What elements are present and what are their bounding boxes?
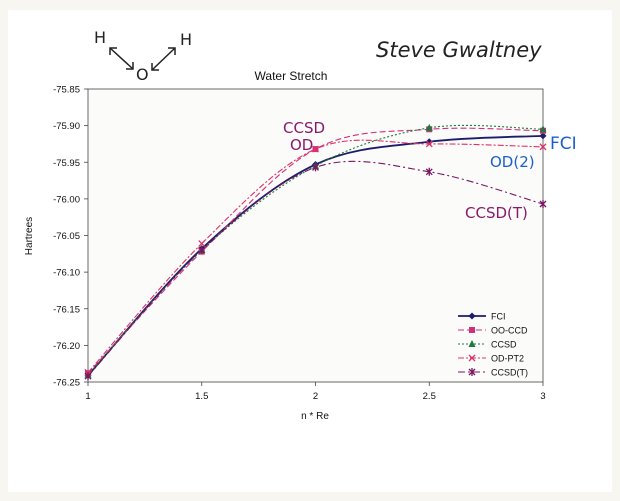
data-point-od-pt2 [312, 145, 319, 153]
right-bond-arrow [151, 47, 176, 71]
data-point-ccsd [425, 123, 433, 131]
legend-marker-ccsd [468, 340, 476, 347]
water-molecule-sketch [109, 47, 176, 71]
legend-label-fci: FCI [491, 312, 506, 322]
legend-label-oo-ccd: OO-CCD [491, 326, 528, 336]
right-arrowhead-bottom [151, 63, 159, 71]
annotation-fci: FCI [550, 134, 577, 154]
data-point-ccsd-t [198, 246, 206, 255]
data-point-ccsd-t [425, 167, 433, 176]
data-point-od-pt2 [198, 240, 206, 248]
series-ccsd-t [84, 160, 547, 381]
series-line-fci [87, 134, 544, 377]
y-tick-label: -76.00 [53, 194, 80, 205]
left-arrowhead-top [109, 47, 117, 55]
data-point-ccsd [539, 125, 547, 133]
legend: FCI OO-CCD CCSD OD-PT2 CCSD(T) [458, 312, 528, 378]
legend-item-od-pt2: OD-PT2 [458, 354, 524, 364]
molecule-h-right: H [180, 30, 192, 49]
x-axis-label: n * Re [301, 411, 329, 422]
y-tick-label: -76.05 [53, 231, 80, 242]
data-point-od-pt2 [425, 140, 433, 148]
legend-label-ccsd-t: CCSD(T) [491, 368, 528, 378]
legend-item-ccsd: CCSD [458, 340, 517, 350]
y-tick-label: -75.85 [53, 85, 80, 96]
legend-item-fci: FCI [458, 312, 506, 322]
y-tick-label: -76.15 [53, 304, 80, 315]
left-bond-arrow [109, 47, 134, 70]
y-tick-label: -75.90 [53, 121, 80, 132]
y-tick-label: -76.10 [53, 268, 80, 279]
molecule-h-left: H [94, 28, 106, 47]
series-line-ccsd [87, 124, 544, 376]
y-tick-label: -75.95 [53, 158, 80, 169]
legend-item-oo-ccd: OO-CCD [458, 326, 528, 336]
y-axis-label: Hartrees [24, 217, 35, 255]
series-line-od-pt2 [87, 139, 544, 373]
series-line-ccsd-t [87, 160, 544, 377]
annotation-od2: OD(2) [490, 153, 535, 171]
x-tick-label: 3 [540, 391, 545, 402]
series-layer [84, 123, 547, 381]
annotation-ccsd: CCSD [283, 119, 325, 137]
data-point-fci [539, 132, 547, 140]
data-point-ccsd-t [84, 372, 92, 381]
annotation-od: OD [290, 136, 313, 154]
x-tick-label: 2.5 [423, 391, 436, 402]
author-signature: Steve Gwaltney [376, 38, 542, 62]
axes: -75.85 -75.90 -75.95 -76.00 -76.05 -76.10 -76.… [53, 85, 546, 403]
legend-label-od-pt2: OD-PT2 [491, 354, 524, 364]
series-od-pt2 [84, 139, 547, 376]
data-point-od-pt2 [539, 143, 547, 151]
chart-title: Water Stretch [255, 69, 328, 83]
legend-label-ccsd: CCSD [491, 340, 517, 350]
x-tick-label: 1 [85, 391, 90, 402]
legend-marker-od-pt2 [468, 354, 476, 362]
annotation-ccsdt: CCSD(T) [465, 204, 528, 222]
y-tick-label: -76.20 [53, 341, 80, 352]
legend-item-ccsd-t: CCSD(T) [458, 368, 528, 378]
legend-marker-oo-ccd [469, 327, 475, 333]
x-tick-label: 2 [313, 391, 318, 402]
molecule-o: O [136, 65, 149, 84]
x-tick-label: 1.5 [195, 391, 208, 402]
data-point-ccsd-t [539, 200, 547, 209]
right-arrowhead-top [168, 47, 176, 55]
series-line-oo-ccd [87, 127, 544, 374]
legend-marker-ccsd-t [468, 368, 476, 376]
y-tick-label: -76.25 [53, 378, 80, 389]
data-point-ccsd-t [312, 163, 319, 172]
left-arrowhead-bottom [126, 62, 134, 70]
legend-marker-fci [468, 312, 476, 320]
